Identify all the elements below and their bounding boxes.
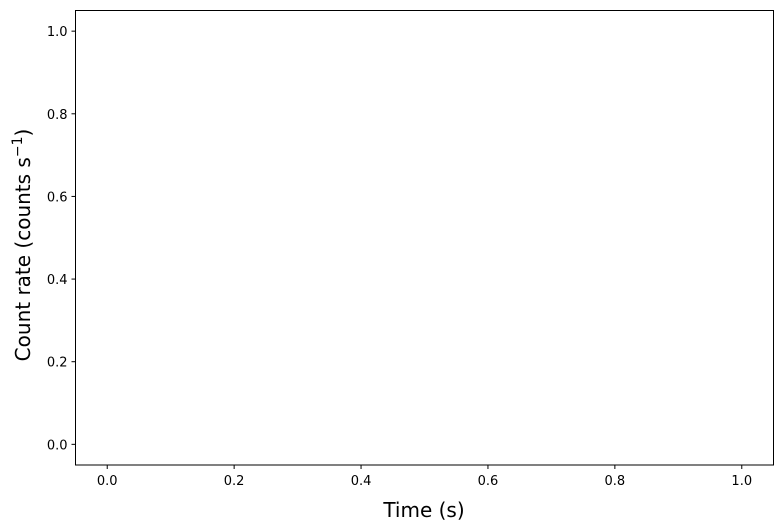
x-tick-label: 0.6 [478, 474, 499, 489]
y-tick-label: 0.8 [47, 108, 68, 123]
x-tick-label: 0.2 [224, 474, 245, 489]
y-tick-label: 0.6 [47, 190, 68, 205]
x-tick-label: 0.0 [97, 474, 118, 489]
y-tick-label: 0.0 [47, 438, 68, 453]
plot-area [75, 10, 774, 466]
y-tick-label: 0.4 [47, 273, 68, 288]
x-tick-label: 1.0 [731, 474, 752, 489]
y-tick-label: 0.2 [47, 356, 68, 371]
y-tick-label: 1.0 [47, 25, 68, 40]
y-axis-label: Count rate (counts s−1) [10, 129, 35, 362]
x-axis: 0.0 0.2 0.4 0.6 0.8 1.0 [97, 465, 752, 489]
y-axis: 0.0 0.2 0.4 0.6 0.8 1.0 [47, 25, 76, 453]
x-tick-label: 0.4 [351, 474, 372, 489]
x-tick-label: 0.8 [605, 474, 626, 489]
x-axis-label: Time (s) [382, 498, 464, 522]
